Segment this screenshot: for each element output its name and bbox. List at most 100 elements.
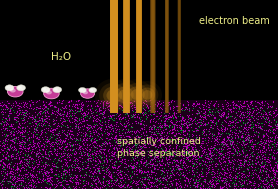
Point	[118, 143, 122, 146]
Point	[64, 125, 69, 129]
Point	[12, 130, 16, 133]
Point	[34, 128, 38, 131]
Circle shape	[18, 86, 22, 88]
Point	[275, 170, 278, 173]
Point	[265, 106, 269, 109]
Point	[1, 160, 5, 163]
Point	[23, 129, 27, 132]
Point	[208, 132, 212, 135]
Point	[231, 119, 235, 122]
Point	[11, 173, 16, 176]
Point	[54, 166, 58, 169]
Point	[1, 160, 6, 163]
Point	[174, 144, 178, 147]
Point	[235, 172, 240, 175]
Point	[240, 131, 245, 134]
Point	[170, 132, 175, 135]
Point	[23, 102, 27, 105]
Point	[121, 185, 126, 188]
Point	[227, 174, 232, 177]
Point	[177, 169, 181, 172]
Point	[110, 179, 114, 182]
Point	[66, 100, 71, 103]
Point	[157, 176, 162, 179]
Point	[187, 159, 191, 162]
Point	[220, 149, 224, 152]
Point	[152, 131, 156, 134]
Point	[8, 139, 13, 142]
Point	[163, 108, 167, 112]
Point	[118, 136, 123, 139]
Point	[153, 136, 158, 139]
Point	[57, 129, 61, 132]
Point	[150, 185, 154, 188]
Point	[3, 137, 8, 140]
Point	[210, 176, 214, 179]
Point	[70, 176, 75, 179]
Point	[264, 111, 268, 114]
Point	[3, 117, 8, 120]
Point	[181, 158, 185, 161]
Point	[3, 111, 7, 114]
Point	[24, 162, 28, 165]
Point	[40, 172, 45, 175]
Point	[6, 180, 11, 183]
Point	[113, 167, 118, 170]
Point	[31, 175, 36, 178]
Point	[207, 111, 211, 114]
Point	[267, 153, 272, 156]
Point	[215, 134, 219, 137]
Point	[255, 130, 260, 133]
Point	[97, 143, 101, 146]
Point	[253, 181, 257, 184]
Point	[50, 136, 54, 139]
Point	[172, 123, 177, 126]
Point	[10, 165, 15, 168]
Point	[176, 173, 180, 176]
Point	[117, 160, 121, 163]
Point	[245, 107, 249, 110]
Point	[130, 121, 135, 124]
Point	[140, 146, 144, 149]
Point	[261, 135, 265, 138]
Point	[161, 104, 165, 107]
Point	[247, 174, 252, 177]
Point	[56, 122, 61, 125]
Point	[264, 115, 269, 119]
Point	[15, 162, 19, 165]
Point	[186, 144, 190, 147]
Point	[51, 140, 56, 143]
Point	[191, 129, 195, 132]
Point	[232, 134, 237, 137]
Point	[236, 121, 240, 124]
Point	[237, 105, 241, 108]
Point	[255, 156, 260, 159]
Point	[240, 171, 244, 174]
Point	[96, 168, 101, 171]
Point	[150, 170, 155, 173]
Point	[1, 165, 6, 168]
Point	[247, 123, 252, 126]
Point	[19, 122, 24, 125]
Point	[221, 158, 225, 161]
Point	[202, 130, 207, 133]
Point	[130, 147, 135, 150]
Point	[4, 156, 8, 159]
Point	[122, 113, 127, 116]
Point	[125, 148, 130, 151]
Point	[156, 152, 160, 155]
Point	[122, 153, 127, 156]
Point	[200, 131, 204, 134]
Point	[87, 108, 92, 111]
Point	[169, 116, 173, 119]
Point	[143, 130, 148, 133]
Point	[67, 178, 71, 181]
Point	[206, 169, 211, 172]
Point	[35, 124, 39, 127]
Point	[26, 146, 31, 149]
Point	[256, 133, 260, 136]
Point	[241, 139, 245, 142]
Point	[124, 101, 129, 104]
Point	[42, 142, 47, 145]
Point	[231, 167, 235, 170]
